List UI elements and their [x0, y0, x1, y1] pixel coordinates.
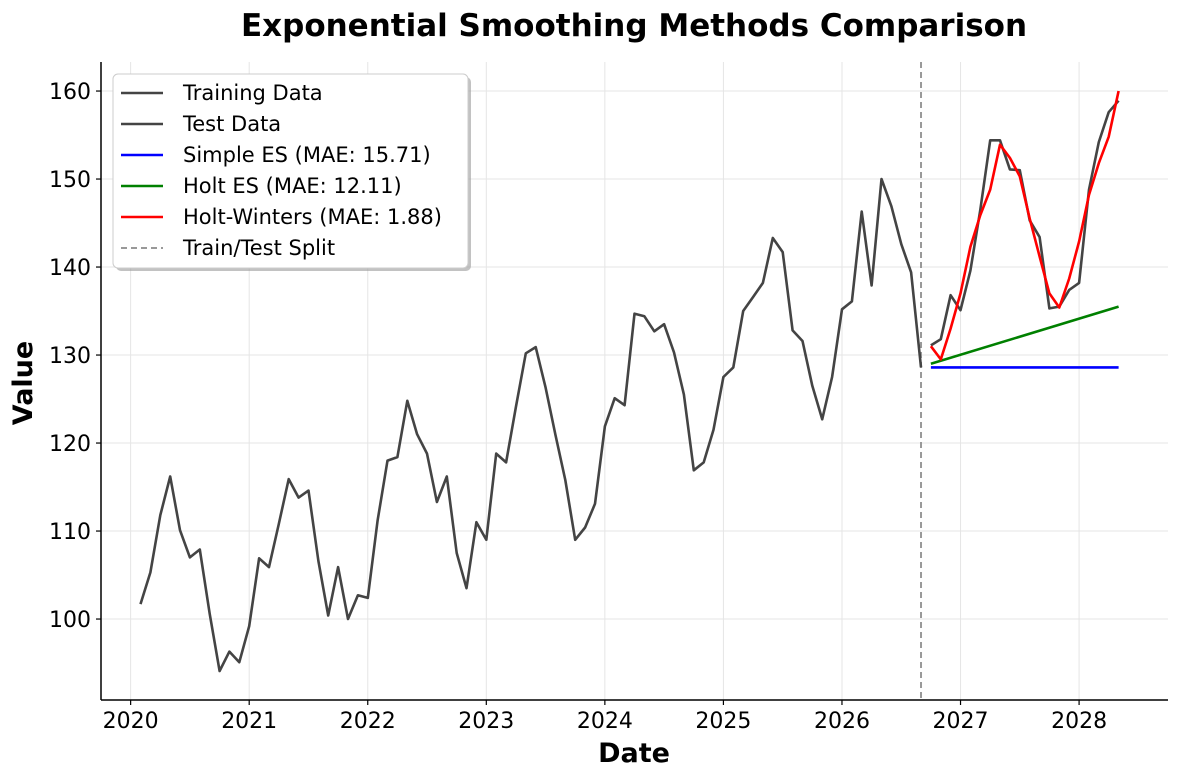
- legend: Training Data Test Data Simple ES (MAE: 15…: [112, 73, 471, 271]
- x-tick-label: 2020: [103, 709, 159, 734]
- x-tick-label: 2028: [1051, 709, 1107, 734]
- series-line-training-data: [139, 177, 923, 673]
- x-tick-label: 2025: [695, 709, 751, 734]
- legend-label: Train/Test Split: [182, 236, 335, 260]
- x-tick-label: 2023: [458, 709, 514, 734]
- series-line-holt-winters-mae-1-88: [929, 90, 1120, 361]
- axes: 2020 2021 2022 2023 2024 2025 2026 2027 2028 100 1…: [49, 62, 1168, 734]
- y-tick-label: 140: [49, 256, 91, 281]
- y-axis-label: Value: [8, 341, 39, 425]
- legend-label: Test Data: [182, 112, 281, 136]
- legend-box: [112, 73, 469, 269]
- series-line-holt-es-mae-12-11: [930, 305, 1119, 366]
- y-tick-label: 100: [49, 608, 91, 633]
- x-tick-label: 2024: [577, 709, 633, 734]
- x-tick-label: 2021: [221, 709, 277, 734]
- x-tick-label: 2027: [933, 709, 989, 734]
- series-lines: [139, 62, 1120, 700]
- series-line-test-data: [930, 99, 1120, 347]
- legend-label: Holt-Winters (MAE: 1.88): [183, 205, 442, 229]
- y-tick-label: 150: [49, 168, 91, 193]
- y-tick-label: 160: [49, 80, 91, 105]
- y-tick-label: 110: [49, 520, 91, 545]
- x-axis-label: Date: [598, 738, 670, 769]
- y-tick-label: 130: [49, 344, 91, 369]
- y-tick-label: 120: [49, 432, 91, 457]
- legend-label: Training Data: [182, 81, 323, 105]
- x-tick-label: 2022: [340, 709, 396, 734]
- legend-label: Simple ES (MAE: 15.71): [183, 143, 431, 167]
- x-tick-label: 2026: [814, 709, 870, 734]
- legend-label: Holt ES (MAE: 12.11): [183, 174, 402, 198]
- chart-title: Exponential Smoothing Methods Comparison: [241, 8, 1027, 44]
